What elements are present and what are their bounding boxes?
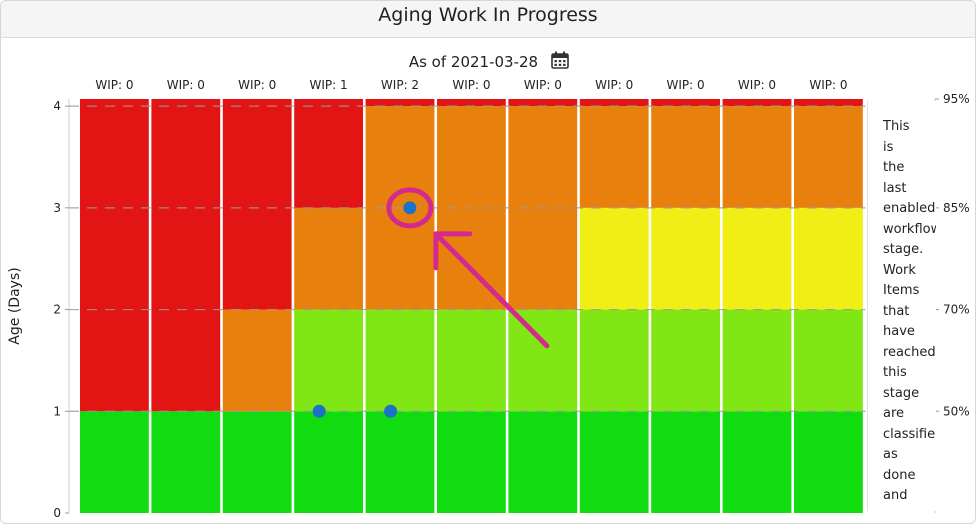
annotation-arrow-head <box>433 231 473 271</box>
band-green <box>222 411 292 513</box>
percentile-label: 50% <box>943 404 970 418</box>
wip-label: WIP: 0 <box>667 78 705 92</box>
percentile-label: 85% <box>943 201 970 215</box>
band-orange <box>651 106 720 208</box>
y-tick-label: 1 <box>53 404 61 418</box>
band-green <box>437 411 506 513</box>
annotation-circle <box>386 187 434 229</box>
band-red <box>722 99 792 107</box>
band-red <box>794 99 863 107</box>
band-red <box>365 99 435 107</box>
wip-label: WIP: 0 <box>809 78 847 92</box>
band-orange <box>222 309 292 412</box>
band-orange <box>722 106 792 208</box>
band-green <box>508 411 578 513</box>
wip-label: WIP: 0 <box>524 78 562 92</box>
work-item-point <box>403 201 417 215</box>
annotation-arrow-shaft <box>433 231 550 349</box>
panel-header: Aging Work In Progress <box>1 1 975 38</box>
band-yellow <box>579 207 649 310</box>
band-yellow <box>651 207 720 310</box>
y-tick-label: 3 <box>53 201 61 215</box>
band-green <box>151 411 221 513</box>
percentile-label: 70% <box>943 303 970 317</box>
wip-label: WIP: 0 <box>95 78 133 92</box>
wip-label: WIP: 0 <box>452 78 490 92</box>
band-red <box>579 99 649 107</box>
band-light_green <box>294 309 363 412</box>
work-item-point <box>312 404 326 418</box>
wip-label: WIP: 2 <box>381 78 419 92</box>
last-stage-note: This is the last enabled workflow stage.… <box>867 101 936 511</box>
chart-title: Aging Work In Progress <box>378 4 598 26</box>
y-tick-label: 4 <box>53 99 61 113</box>
as-of-row: As of 2021-03-28 <box>1 51 975 73</box>
work-item-point <box>384 404 398 418</box>
band-light_green <box>365 309 435 412</box>
wip-label: WIP: 0 <box>595 78 633 92</box>
band-light_green <box>722 309 792 412</box>
band-light_green <box>794 309 863 412</box>
band-red <box>151 99 221 412</box>
band-orange <box>294 207 363 310</box>
band-yellow <box>794 207 863 310</box>
band-orange <box>579 106 649 208</box>
band-green <box>579 411 649 513</box>
band-green <box>365 411 435 513</box>
as-of-date: As of 2021-03-28 <box>408 53 539 71</box>
band-yellow <box>722 207 792 310</box>
calendar-icon[interactable] <box>551 51 569 73</box>
last-stage-note-text: This is the last enabled workflow stage.… <box>883 119 936 503</box>
band-green <box>651 411 720 513</box>
y-tick-label: 2 <box>53 303 61 317</box>
band-red <box>651 99 720 107</box>
band-green <box>722 411 792 513</box>
band-red <box>508 99 578 107</box>
band-red <box>437 99 506 107</box>
band-orange <box>794 106 863 208</box>
band-green <box>294 411 363 513</box>
band-red <box>294 99 363 208</box>
wip-label: WIP: 0 <box>238 78 276 92</box>
percentile-label: 95% <box>943 92 970 106</box>
wip-label: WIP: 1 <box>310 78 348 92</box>
band-light_green <box>437 309 506 412</box>
band-green <box>794 411 863 513</box>
band-red <box>222 99 292 310</box>
band-green <box>80 411 149 513</box>
y-tick-label: 0 <box>53 506 61 520</box>
wip-label: WIP: 0 <box>738 78 776 92</box>
wip-label: WIP: 0 <box>167 78 205 92</box>
band-light_green <box>651 309 720 412</box>
band-light_green <box>508 309 578 412</box>
band-red <box>80 99 149 412</box>
band-light_green <box>579 309 649 412</box>
